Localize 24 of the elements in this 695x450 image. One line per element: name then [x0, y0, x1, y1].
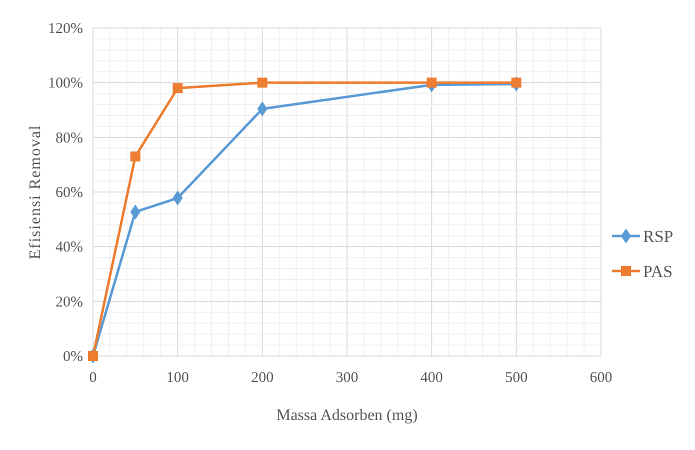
- y-tick-label: 0%: [63, 349, 83, 365]
- x-tick-label: 400: [420, 370, 443, 386]
- x-axis-title: Massa Adsorben (mg): [276, 407, 418, 424]
- x-tick-label: 0: [89, 370, 97, 386]
- point: [426, 78, 437, 88]
- legend-label: PAS: [643, 262, 673, 281]
- y-tick-label: 120%: [48, 21, 83, 37]
- x-tick-label: 200: [251, 370, 274, 386]
- point: [172, 83, 183, 94]
- y-tick-label: 60%: [56, 185, 83, 201]
- point: [257, 78, 268, 88]
- x-tick-label: 600: [590, 370, 612, 386]
- x-tick-label: 500: [505, 370, 528, 386]
- point: [130, 151, 140, 162]
- y-tick-label: 80%: [56, 130, 83, 146]
- y-axis-title: Efisiensi Removal: [27, 124, 44, 260]
- y-tick-label: 40%: [56, 240, 83, 256]
- y-tick-label: 20%: [56, 294, 83, 310]
- point: [511, 78, 522, 88]
- legend-label: RSP: [643, 227, 674, 246]
- y-tick-label: 100%: [48, 76, 83, 92]
- point: [88, 351, 98, 361]
- x-tick-label: 100: [166, 370, 189, 386]
- x-tick-label: 300: [336, 370, 358, 386]
